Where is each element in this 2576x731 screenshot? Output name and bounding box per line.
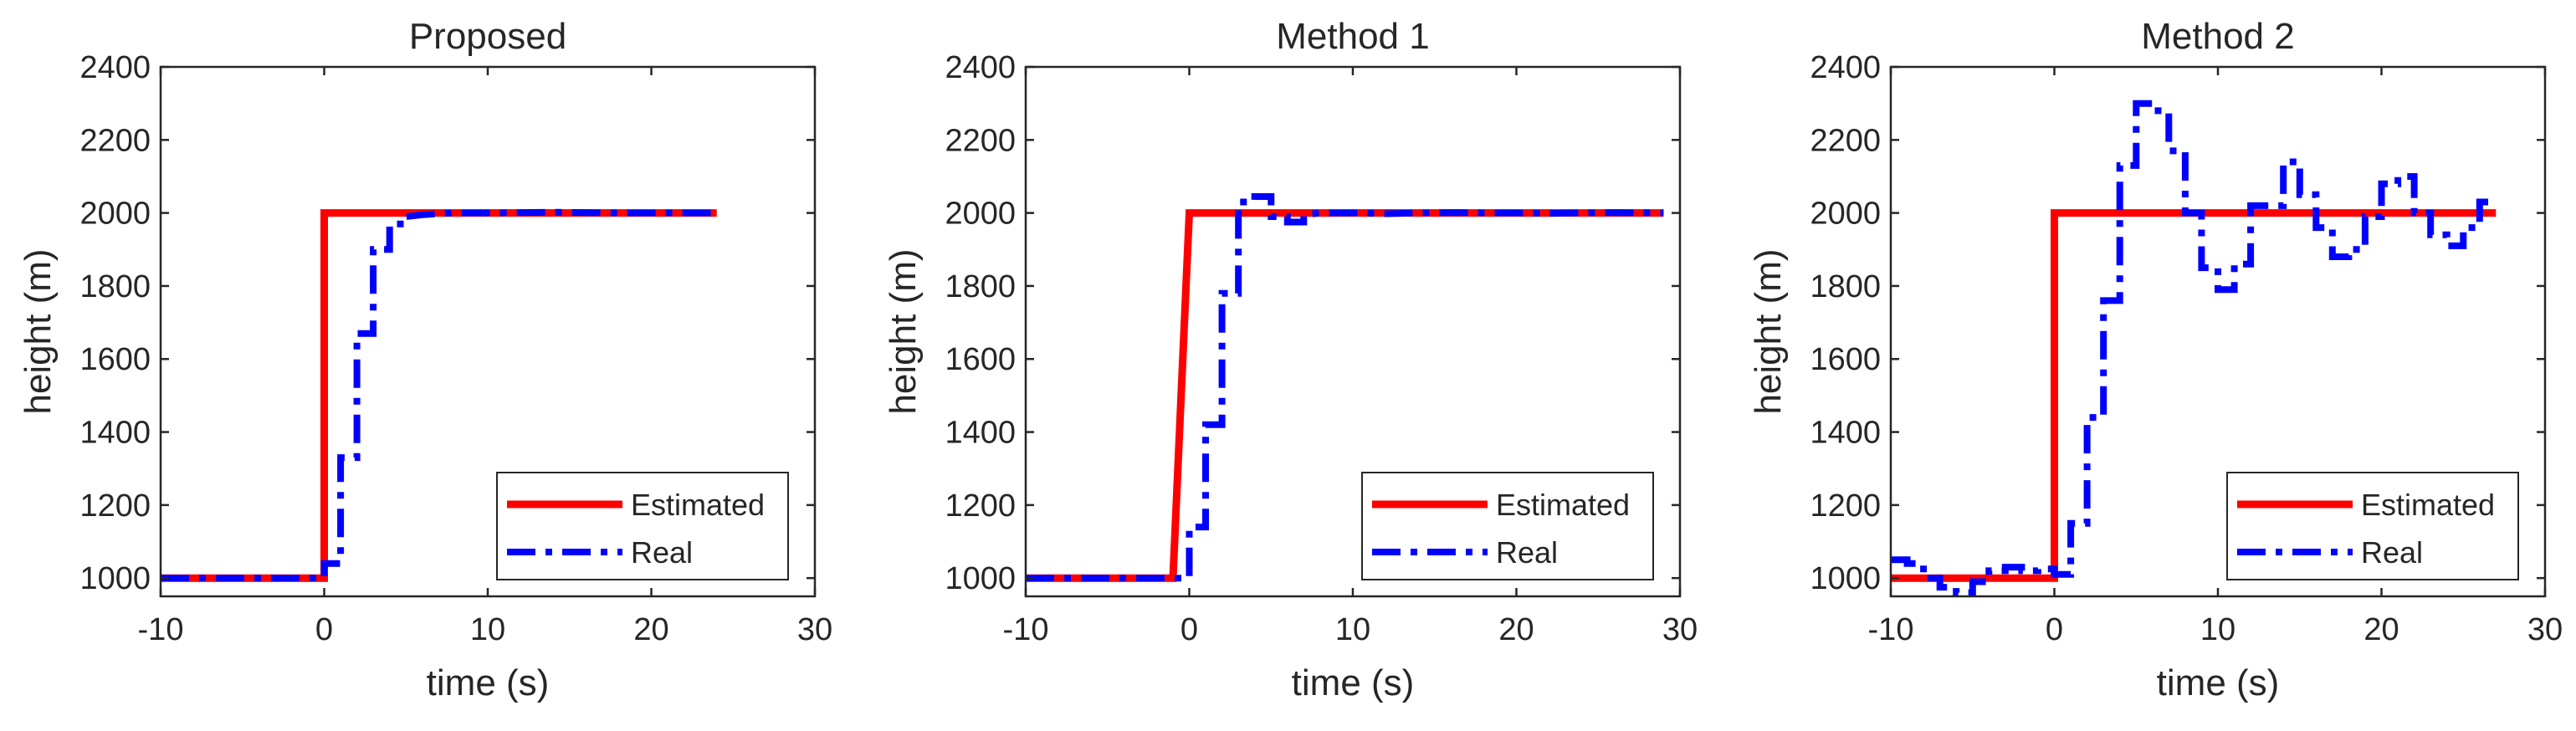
chart-3-y-tick-label: 1400	[1810, 416, 1881, 451]
chart-1-x-tick-label: 0	[315, 612, 333, 647]
chart-2-y-tick-label: 1000	[945, 561, 1016, 596]
chart-1-y-tick-label: 1200	[79, 488, 151, 524]
chart-1-x-tick-label: 10	[470, 612, 505, 647]
chart-3-x-tick-label: 0	[2046, 612, 2063, 647]
chart-3-legend-label-estimated: Estimated	[2361, 488, 2495, 522]
chart-2-legend: Estimated Real	[1361, 472, 1654, 580]
chart-2-title: Method 1	[1276, 16, 1429, 57]
chart-1-legend-box	[496, 472, 789, 580]
chart-2-y-tick-label: 1200	[945, 488, 1016, 524]
chart-3-legend-box	[2226, 472, 2519, 580]
chart-3-legend-label-real: Real	[2361, 535, 2423, 570]
chart-2-y-tick-label: 2200	[945, 123, 1016, 158]
chart-3-legend: Estimated Real	[2226, 472, 2519, 580]
chart-2-series-real	[1026, 193, 1664, 582]
chart-2-legend-label-real: Real	[1496, 535, 1558, 570]
chart-2-y-tick-label: 1600	[945, 342, 1016, 377]
chart-1-y-tick-label: 1000	[79, 561, 151, 596]
chart-1-legend-label-real: Real	[631, 535, 693, 570]
chart-2-legend-label-estimated: Estimated	[1496, 488, 1630, 522]
chart-2: -10 0 10 20 30 1000 1200 1400 1600 1800 2000 2200 24…	[883, 16, 1698, 703]
chart-2-y-tick-label: 1800	[945, 269, 1016, 304]
chart-1-y-tick-label: 2200	[79, 123, 151, 158]
chart-1-y-tick-label: 1600	[79, 342, 151, 377]
chart-3-x-axis-label: time (s)	[2157, 662, 2280, 703]
chart-3-x-tick-label: 30	[2527, 612, 2563, 647]
chart-1-legend: Estimated Real	[496, 472, 789, 580]
chart-3-y-axis-label: height (m)	[1748, 248, 1789, 414]
chart-1-y-tick-label: 2400	[79, 50, 151, 85]
chart-3-series-real	[1891, 100, 2497, 596]
chart-3-x-tick-label: -10	[1868, 612, 1914, 647]
chart-3-x-tick-label: 10	[2200, 612, 2235, 647]
chart-3-series-estimated	[1891, 209, 2497, 582]
chart-1-title: Proposed	[409, 16, 566, 57]
chart-1-x-axis-label: time (s)	[427, 662, 550, 703]
chart-2-y-axis-label: height (m)	[883, 248, 924, 414]
chart-3-y-tick-label: 2200	[1810, 123, 1881, 158]
chart-1-x-tick-label: -10	[138, 612, 184, 647]
chart-2-y-tick-label: 2000	[945, 197, 1016, 232]
chart-3-x-tick-label: 20	[2363, 612, 2399, 647]
chart-3-y-tick-label: 1200	[1810, 488, 1881, 524]
chart-1-y-tick-label: 2000	[79, 197, 151, 232]
chart-2-x-tick-label: 20	[1498, 612, 1534, 647]
chart-1-y-tick-label: 1400	[79, 416, 151, 451]
chart-2-x-tick-label: 0	[1180, 612, 1198, 647]
chart-3-title: Method 2	[2141, 16, 2294, 57]
chart-1-legend-label-estimated: Estimated	[631, 488, 765, 522]
chart-3-y-tick-label: 2000	[1810, 197, 1881, 232]
chart-2-x-tick-label: 10	[1335, 612, 1370, 647]
chart-3-y-tick-label: 1800	[1810, 269, 1881, 304]
chart-3-y-tick-label: 2400	[1810, 50, 1881, 85]
chart-3-y-tick-label: 1000	[1810, 561, 1881, 596]
chart-2-y-tick-label: 1400	[945, 416, 1016, 451]
chart-2-y-tick-label: 2400	[945, 50, 1016, 85]
chart-2-x-tick-label: 30	[1662, 612, 1698, 647]
chart-1: -10 0 10 20 30 1000 1200 1400 1600 1800 2000 2200 24…	[18, 16, 832, 703]
chart-3-y-tick-label: 1600	[1810, 342, 1881, 377]
chart-1-series-real	[161, 208, 717, 582]
chart-2-x-tick-label: -10	[1003, 612, 1049, 647]
chart-1-x-tick-label: 30	[797, 612, 832, 647]
chart-1-y-tick-label: 1800	[79, 269, 151, 304]
chart-3: -10 0 10 20 30 1000 1200 1400 1600 1800 2000 2200 24…	[1748, 16, 2563, 703]
chart-1-y-axis-label: height (m)	[18, 248, 59, 414]
chart-1-x-tick-label: 20	[633, 612, 668, 647]
chart-2-legend-box	[1361, 472, 1654, 580]
chart-2-x-axis-label: time (s)	[1292, 662, 1415, 703]
